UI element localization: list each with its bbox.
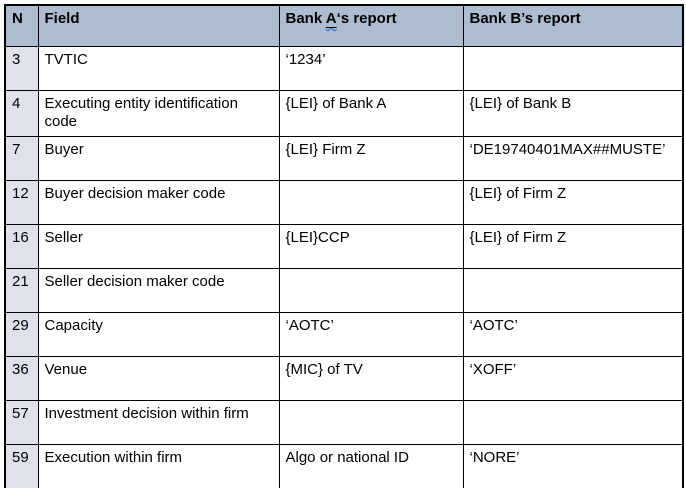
header-field: Field: [37, 4, 280, 47]
table-row: 16 Seller {LEI}CCP {LEI} of Firm Z: [4, 224, 684, 269]
field-report-comparison-table: N Field Bank A‘s report Bank B’s report …: [4, 4, 684, 488]
bank-b-cell: ‘DE19740401MAX##MUSTE’: [462, 136, 684, 181]
field-cell: Buyer decision maker code: [37, 180, 280, 225]
field-cell: Seller: [37, 224, 280, 269]
field-cell: Buyer: [37, 136, 280, 181]
table-row: 29 Capacity ‘AOTC’ ‘AOTC’: [4, 312, 684, 357]
field-cell: Capacity: [37, 312, 280, 357]
bank-b-cell: [462, 268, 684, 313]
row-number-cell: 21: [4, 268, 39, 313]
bank-b-cell: ‘NORE’: [462, 444, 684, 488]
table-row: 21 Seller decision maker code: [4, 268, 684, 313]
bank-b-cell: {LEI} of Bank B: [462, 89, 684, 137]
bank-a-cell: {LEI} of Bank A: [278, 89, 464, 137]
header-bank-a: Bank A‘s report: [278, 4, 464, 47]
bank-a-cell: {MIC} of TV: [278, 356, 464, 401]
table-row: 3 TVTIC ‘1234’: [4, 45, 684, 91]
row-number-cell: 36: [4, 356, 39, 401]
bank-a-cell: [278, 268, 464, 313]
bank-a-cell: Algo or national ID: [278, 444, 464, 488]
field-cell: Investment decision within firm: [37, 400, 280, 445]
table-row: 4 Executing entity identification code {…: [4, 89, 684, 137]
bank-a-cell: {LEI}CCP: [278, 224, 464, 269]
header-bank-b: Bank B’s report: [462, 4, 684, 47]
field-cell: TVTIC: [37, 45, 280, 91]
header-bank-a-underlined-letter: A: [325, 10, 337, 27]
bank-a-cell: ‘1234’: [278, 45, 464, 91]
table-row: 36 Venue {MIC} of TV ‘XOFF’: [4, 356, 684, 401]
field-cell: Seller decision maker code: [37, 268, 280, 313]
bank-b-cell: [462, 45, 684, 91]
row-number-cell: 59: [4, 444, 39, 488]
row-number-cell: 7: [4, 136, 39, 181]
field-cell: Execution within firm: [37, 444, 280, 488]
table-row: 12 Buyer decision maker code {LEI} of Fi…: [4, 180, 684, 225]
bank-a-cell: ‘AOTC’: [278, 312, 464, 357]
header-row: N Field Bank A‘s report Bank B’s report: [4, 4, 684, 47]
row-number-cell: 12: [4, 180, 39, 225]
bank-b-cell: [462, 400, 684, 445]
bank-a-cell: [278, 400, 464, 445]
row-number-cell: 29: [4, 312, 39, 357]
bank-b-cell: ‘XOFF’: [462, 356, 684, 401]
row-number-cell: 4: [4, 89, 39, 137]
bank-b-cell: {LEI} of Firm Z: [462, 180, 684, 225]
bank-b-cell: ‘AOTC’: [462, 312, 684, 357]
row-number-cell: 57: [4, 400, 39, 445]
table-row: 7 Buyer {LEI} Firm Z ‘DE19740401MAX##MUS…: [4, 136, 684, 181]
bank-a-cell: [278, 180, 464, 225]
bank-a-cell: {LEI} Firm Z: [278, 136, 464, 181]
table-body: 3 TVTIC ‘1234’ 4 Executing entity identi…: [4, 45, 684, 488]
header-bank-a-suffix: ‘s report: [336, 10, 397, 27]
header-bank-a-prefix: Bank: [285, 10, 326, 27]
spellcheck-squiggle: A: [326, 10, 337, 27]
header-n: N: [4, 4, 39, 47]
bank-b-cell: {LEI} of Firm Z: [462, 224, 684, 269]
row-number-cell: 3: [4, 45, 39, 91]
field-cell: Executing entity identification code: [37, 89, 280, 137]
table-header: N Field Bank A‘s report Bank B’s report: [4, 4, 684, 47]
table-row: 57 Investment decision within firm: [4, 400, 684, 445]
table-row: 59 Execution within firm Algo or nationa…: [4, 444, 684, 488]
field-cell: Venue: [37, 356, 280, 401]
row-number-cell: 16: [4, 224, 39, 269]
